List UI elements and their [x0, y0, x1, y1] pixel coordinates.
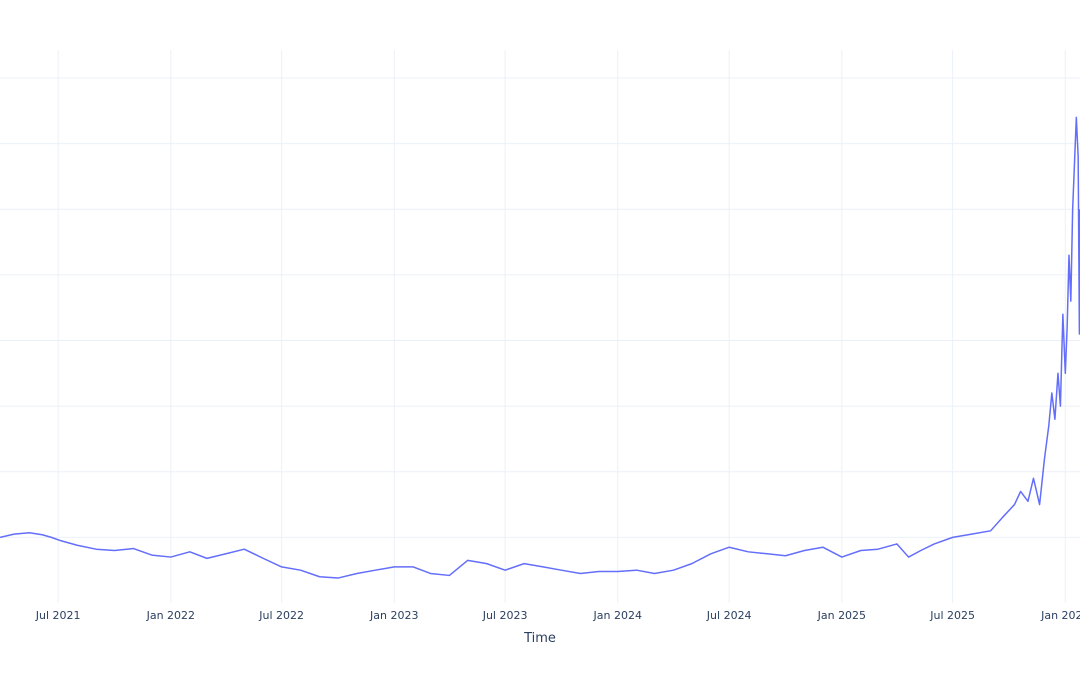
x-axis-title: Time: [523, 631, 556, 646]
x-tick-label-7: Jan 2025: [817, 609, 866, 622]
x-tick-label-2: Jul 2022: [258, 609, 304, 622]
y-gridlines: [0, 77, 1080, 538]
x-tick-label-0: Jul 2021: [35, 609, 81, 622]
x-tick-label-8: Jul 2025: [929, 609, 975, 622]
series-layer: [0, 116, 1080, 579]
x-tick-label-4: Jul 2023: [482, 609, 528, 622]
x-tick-labels: Jul 2021 Jan 2022 Jul 2022 Jan 2023 Jul 2023…: [35, 609, 1080, 622]
x-gridlines: [57, 50, 1066, 603]
x-tick-label-3: Jan 2023: [369, 609, 418, 622]
x-tick-label-6: Jul 2024: [706, 609, 752, 622]
x-tick-label-5: Jan 2024: [593, 609, 642, 622]
x-tick-label-9: Jan 2026: [1040, 609, 1080, 622]
series-line-0: [0, 116, 1080, 579]
x-tick-label-1: Jan 2022: [146, 609, 195, 622]
